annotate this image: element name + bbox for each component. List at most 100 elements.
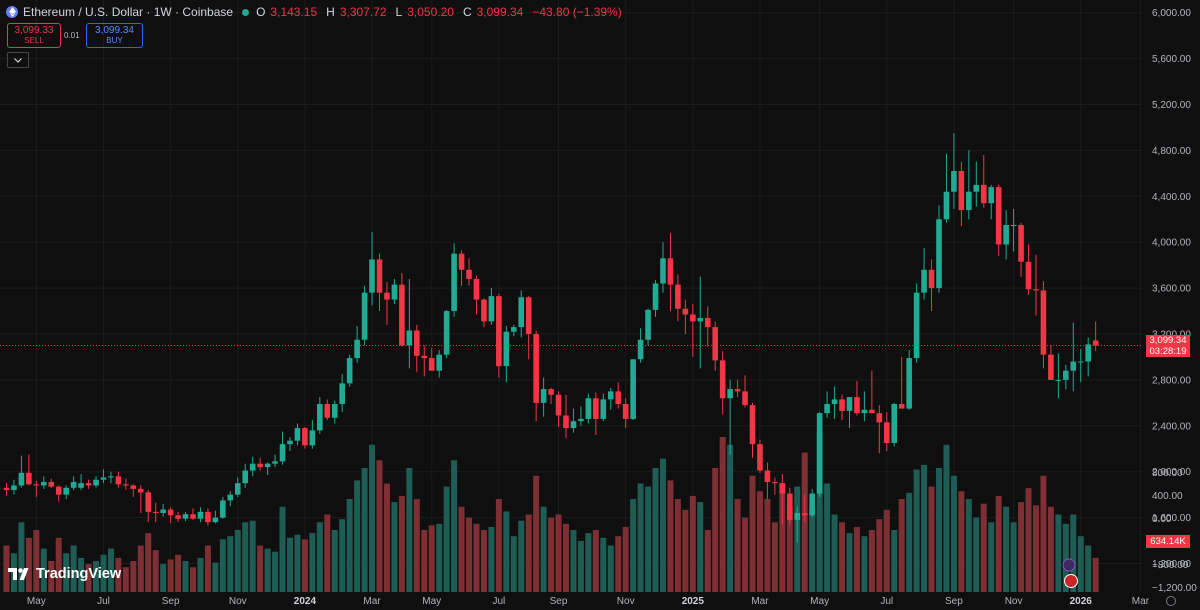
tradingview-logo-icon (8, 568, 29, 580)
candle-body (548, 389, 554, 395)
volume-bar (488, 526, 495, 592)
volume-bar (436, 523, 443, 592)
candle-body (1077, 361, 1084, 363)
candle-body (234, 483, 241, 495)
volume-bar (383, 483, 390, 592)
volume-bar (1032, 505, 1039, 592)
sell-price: 3,099.33 (14, 24, 54, 36)
volume-bar (1025, 488, 1032, 592)
volume-bar (1003, 506, 1010, 592)
candle-body (33, 484, 40, 486)
volume-bar (63, 553, 70, 592)
x-tick-label: Sep (162, 596, 180, 607)
volume-bar (906, 492, 913, 592)
volume-bar (115, 557, 122, 592)
candle-body (55, 486, 62, 495)
candle-body (451, 253, 457, 312)
market-open-indicator (242, 8, 250, 16)
candle-body (1003, 224, 1009, 245)
candle-body (1018, 224, 1024, 262)
sell-label: SELL (24, 35, 44, 45)
candle-body (936, 219, 942, 289)
x-tick-label: Nov (617, 596, 635, 607)
candle-body (414, 330, 420, 356)
candle-body (667, 258, 674, 285)
candle-body (764, 470, 771, 483)
y-tick-label: 4,400.00 (1152, 192, 1191, 203)
volume-bar (749, 475, 756, 592)
volume-bar (876, 519, 883, 592)
candle-body (1092, 340, 1099, 346)
volume-bar (190, 567, 196, 592)
volume-bar (756, 491, 763, 592)
candle-body (406, 330, 413, 346)
y-tick-label: 2,400.00 (1152, 421, 1191, 432)
branding-text: TradingView (36, 566, 122, 582)
settings-icon[interactable] (1166, 596, 1176, 606)
volume-bar (324, 514, 331, 592)
candle-body (130, 485, 137, 489)
volume-tick-label: −1,200.00 (1152, 583, 1197, 594)
volume-bar (831, 514, 838, 592)
symbol-title[interactable]: Ethereum / U.S. Dollar · 1W · Coinbase (23, 5, 234, 19)
volume-bar (391, 502, 398, 592)
x-tick-label: Nov (1005, 596, 1023, 607)
candle-body (205, 511, 211, 523)
volume-bar (570, 530, 577, 592)
volume-bar (145, 533, 152, 592)
volume-bar (1092, 557, 1099, 592)
volume-bar (152, 550, 159, 592)
volume-bar (779, 483, 786, 592)
volume-bar (361, 468, 368, 592)
candle-body (123, 484, 129, 486)
volume-bar (734, 499, 741, 592)
volume-bar (824, 483, 831, 592)
candle-body (794, 513, 801, 520)
chart-legend: Ethereum / U.S. Dollar · 1W · Coinbase O… (6, 5, 626, 19)
volume-bar (107, 548, 114, 592)
volume-bar (809, 506, 816, 592)
candle-body (615, 391, 622, 404)
y-tick-label: 2,800.00 (1152, 375, 1191, 386)
y-tick-label: 1,200.00 (1152, 559, 1191, 570)
candle-body (772, 482, 778, 484)
candle-body (578, 418, 584, 422)
candle-body (1040, 290, 1047, 355)
candle-body (1033, 289, 1039, 291)
candle-body (63, 487, 69, 495)
volume-bar (995, 495, 1002, 592)
collapse-legend-button[interactable] (7, 52, 29, 68)
volume-bar (495, 499, 502, 592)
volume-tick-label: 0.00 (1152, 514, 1172, 525)
candle-body (458, 253, 465, 270)
x-tick-label: Sep (945, 596, 963, 607)
candle-body (1048, 354, 1054, 380)
candle-body (533, 334, 539, 403)
y-tick-label: 3,600.00 (1152, 284, 1191, 295)
sell-button[interactable]: 3,099.33 SELL (7, 23, 61, 48)
volume-bar (630, 499, 637, 592)
candle-body (1010, 224, 1017, 226)
candle-body (85, 483, 92, 486)
candle-body (346, 358, 353, 384)
volume-bar (331, 530, 338, 592)
volume-bar (85, 564, 92, 592)
tradingview-branding[interactable]: TradingView (8, 566, 121, 582)
candle-body (757, 444, 763, 471)
candle-body (839, 399, 845, 411)
volume-bar (555, 514, 562, 592)
volume-bar (980, 503, 987, 592)
candle-body (93, 479, 99, 486)
volume-bar (316, 522, 323, 592)
volume-bar (1018, 502, 1025, 592)
buy-label: BUY (106, 35, 123, 45)
buy-button[interactable]: 3,099.34 BUY (86, 23, 143, 48)
volume-bar (339, 519, 346, 592)
candle-body (212, 517, 219, 523)
volume-bar (704, 530, 711, 592)
y-tick-label: 1,600.00 (1152, 513, 1191, 524)
high-value: 3,307.72 (339, 5, 387, 19)
candle-body (869, 409, 875, 414)
candle-body (540, 389, 547, 403)
